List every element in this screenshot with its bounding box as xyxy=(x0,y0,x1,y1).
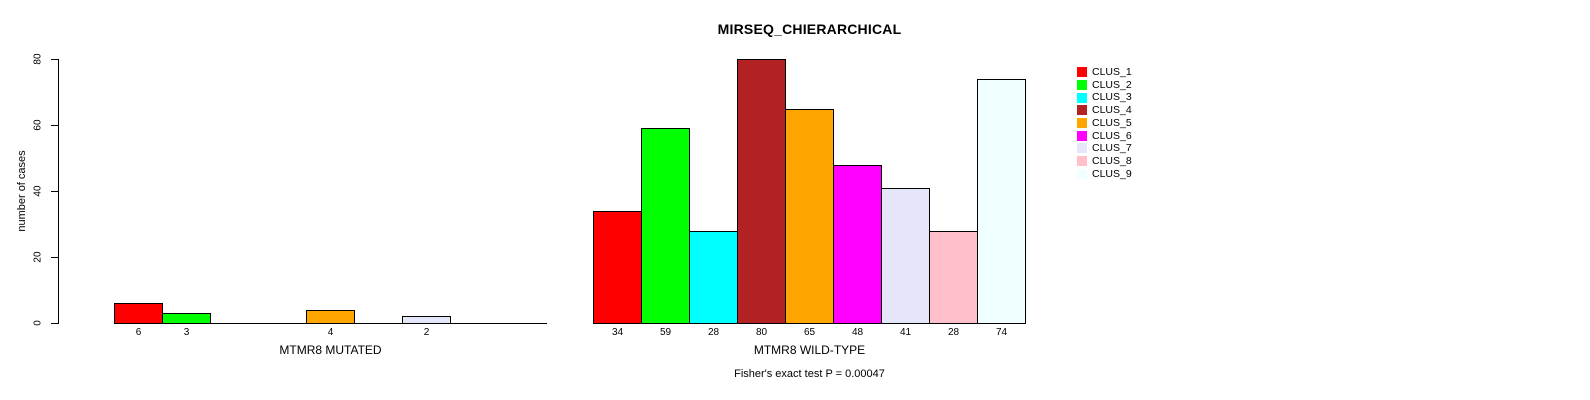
legend-item-label: CLUS_9 xyxy=(1092,167,1132,180)
legend-item-clus-5: CLUS_5 xyxy=(1077,117,1132,130)
legend: CLUS_1 CLUS_2 CLUS_3 CLUS_4 CLUS_5 CLUS_6 CLUS… xyxy=(1077,66,1132,180)
bar-value-label: 3 xyxy=(183,327,190,338)
bar-value-label: 80 xyxy=(755,327,768,338)
bar-clus-7 xyxy=(402,316,451,324)
legend-item-clus-4: CLUS_4 xyxy=(1077,104,1132,117)
y-axis-tick xyxy=(51,59,58,60)
x-axis-title-wildtype: MTMR8 WILD-TYPE xyxy=(753,343,866,357)
bar-clus-3 xyxy=(689,230,738,324)
y-axis-tick-label: 60 xyxy=(32,119,44,131)
bar-clus-4 xyxy=(737,59,786,324)
y-axis-label: number of cases xyxy=(16,150,28,232)
fisher-test-annotation: Fisher's exact test P = 0.00047 xyxy=(734,368,885,380)
bar-clus-1 xyxy=(593,210,642,324)
y-axis-line xyxy=(58,59,59,324)
legend-swatch-clus-6 xyxy=(1077,130,1087,141)
x-axis-title-mutated: MTMR8 MUTATED xyxy=(279,343,382,357)
legend-item-label: CLUS_3 xyxy=(1092,91,1132,104)
chart-title: MIRSEQ_CHIERARCHICAL xyxy=(717,21,902,37)
y-axis-tick-label: 40 xyxy=(32,185,44,197)
y-axis-tick xyxy=(51,323,58,324)
bar-clus-7 xyxy=(881,187,930,324)
legend-swatch-clus-5 xyxy=(1077,118,1087,129)
bar-value-label: 4 xyxy=(327,327,334,338)
bar-value-label: 34 xyxy=(611,327,624,338)
legend-swatch-clus-2 xyxy=(1077,80,1087,91)
bar-value-label: 2 xyxy=(423,327,430,338)
legend-swatch-clus-9 xyxy=(1077,168,1087,179)
y-axis-tick xyxy=(51,257,58,258)
legend-item-label: CLUS_4 xyxy=(1092,104,1132,117)
y-axis-tick-label: 80 xyxy=(32,53,44,65)
bar-value-label: 48 xyxy=(851,327,864,338)
y-axis-tick xyxy=(51,191,58,192)
legend-swatch-clus-7 xyxy=(1077,143,1087,154)
bar-clus-5 xyxy=(785,108,834,324)
bar-clus-8 xyxy=(929,230,978,324)
legend-swatch-clus-8 xyxy=(1077,156,1087,167)
bar-value-label: 41 xyxy=(899,327,912,338)
legend-item-clus-8: CLUS_8 xyxy=(1077,155,1132,168)
bar-clus-5 xyxy=(306,309,355,324)
legend-item-label: CLUS_7 xyxy=(1092,142,1132,155)
legend-swatch-clus-3 xyxy=(1077,92,1087,103)
bar-value-label: 28 xyxy=(947,327,960,338)
bar-clus-2 xyxy=(162,313,211,324)
legend-item-clus-3: CLUS_3 xyxy=(1077,91,1132,104)
legend-item-label: CLUS_6 xyxy=(1092,129,1132,142)
legend-item-label: CLUS_8 xyxy=(1092,154,1132,167)
legend-item-clus-7: CLUS_7 xyxy=(1077,142,1132,155)
bar-value-label: 59 xyxy=(659,327,672,338)
bar-clus-6 xyxy=(833,164,882,324)
y-axis-tick-label: 0 xyxy=(32,320,44,326)
bar-value-label: 28 xyxy=(707,327,720,338)
bar-value-label: 6 xyxy=(135,327,142,338)
legend-item-clus-6: CLUS_6 xyxy=(1077,129,1132,142)
bar-clus-1 xyxy=(114,303,163,324)
legend-item-label: CLUS_5 xyxy=(1092,116,1132,129)
y-axis-tick-label: 20 xyxy=(32,251,44,263)
legend-item-label: CLUS_2 xyxy=(1092,78,1132,91)
bar-clus-2 xyxy=(641,128,690,324)
legend-item-clus-9: CLUS_9 xyxy=(1077,168,1132,181)
bar-value-label: 74 xyxy=(995,327,1008,338)
legend-item-label: CLUS_1 xyxy=(1092,66,1132,79)
legend-swatch-clus-1 xyxy=(1077,67,1087,78)
legend-swatch-clus-4 xyxy=(1077,105,1087,116)
bar-clus-9 xyxy=(977,78,1026,324)
y-axis-tick xyxy=(51,125,58,126)
legend-item-clus-1: CLUS_1 xyxy=(1077,66,1132,79)
bar-value-label: 65 xyxy=(803,327,816,338)
legend-item-clus-2: CLUS_2 xyxy=(1077,79,1132,92)
